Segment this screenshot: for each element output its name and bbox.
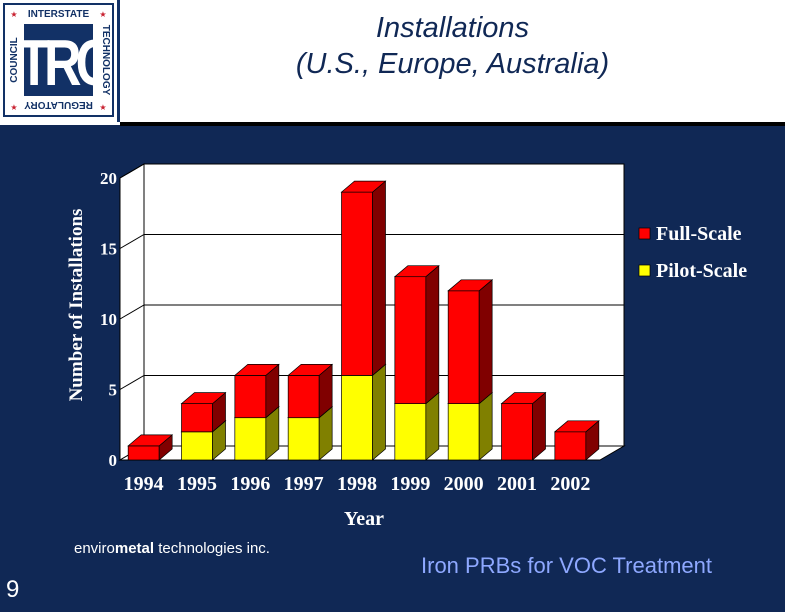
bar-top-full-scale-1998 (340, 180, 387, 193)
bar-side-pilot-scale-2000 (478, 391, 493, 461)
bar-top-full-scale-1996 (233, 364, 280, 376)
credit-bold: metal (114, 540, 155, 557)
logo-ring-right: TECHNOLOGY (100, 25, 111, 96)
x-tick-label: 2002 (550, 473, 590, 495)
bar-full-scale-1994 (127, 445, 160, 461)
y-tick-label: 15 (100, 240, 117, 259)
bar-top-full-scale-1994 (127, 434, 174, 447)
installations-chart: 0 5 10 15 20 1994 1995 1996 1997 1998 1999 2000 2001… (66, 163, 747, 530)
bar-pilot-scale-1998 (341, 375, 373, 461)
title-line-1: Installations (375, 12, 530, 44)
header: ITRC INTERSTATE REGULATORY TECHNOLOGY CO… (0, 0, 785, 125)
gridline (119, 163, 624, 179)
bar-top-full-scale-1999 (393, 265, 440, 278)
footer-caption: Iron PRBs for VOC Treatment (421, 553, 712, 578)
bar-full-scale-1998 (341, 191, 373, 376)
header-divider (120, 122, 785, 126)
bar-top-full-scale-2000 (447, 279, 494, 292)
legend-label-full-scale: Full-Scale (656, 223, 742, 245)
logo-star-icon: ★ (99, 10, 106, 19)
bar-side-full-scale-2000 (478, 279, 493, 405)
bar-full-scale-1996 (234, 375, 267, 419)
bar-top-full-scale-1997 (287, 364, 334, 376)
logo-ring-top: INTERSTATE (28, 9, 90, 20)
y-tick-label: 0 (109, 451, 118, 470)
logo-acronym: ITRC (10, 28, 112, 100)
bar-full-scale-1999 (394, 276, 427, 404)
gridline (119, 234, 624, 249)
bar-full-scale-2001 (501, 403, 533, 461)
bar-pilot-scale-1996 (234, 417, 267, 461)
y-tick-label: 20 (100, 169, 117, 188)
x-tick-label: 2000 (444, 473, 484, 495)
x-tick-label: 1997 (284, 473, 324, 495)
title-line-2: (U.S., Europe, Australia) (295, 48, 610, 80)
itrc-logo-graphic: ITRC INTERSTATE REGULATORY TECHNOLOGY CO… (3, 3, 118, 117)
bar-top-full-scale-1995 (180, 392, 227, 404)
logo-star-icon: ★ (10, 103, 17, 112)
logo-ring-left: COUNCIL (9, 37, 20, 83)
x-tick-label: 1998 (337, 473, 377, 495)
bar-side-full-scale-1998 (372, 180, 386, 377)
bar-full-scale-2002 (554, 431, 587, 461)
x-axis-title: Year (344, 508, 384, 530)
page-number: 9 (6, 576, 20, 603)
logo-star-icon: ★ (99, 103, 106, 112)
logo-star-icon: ★ (10, 10, 17, 19)
legend-swatch-full-scale (638, 227, 651, 240)
bar-side-full-scale-2001 (532, 391, 546, 461)
credit-prefix: enviro (74, 540, 115, 557)
bar-top-full-scale-2001 (500, 392, 547, 404)
bar-top-full-scale-2002 (553, 420, 600, 433)
legend-swatch-pilot-scale (638, 264, 651, 277)
bar-full-scale-2000 (447, 290, 480, 404)
bar-side-pilot-scale-1999 (425, 391, 440, 461)
bar-side-full-scale-1999 (425, 264, 440, 405)
bar-pilot-scale-1997 (287, 417, 320, 461)
x-tick-label: 1999 (390, 473, 430, 495)
logo-ring-bottom: REGULATORY (24, 99, 93, 110)
x-tick-label: 1995 (177, 473, 217, 495)
legend-label-pilot-scale: Pilot-Scale (656, 260, 747, 282)
credit-line: envirometal technologies inc. (74, 540, 270, 557)
x-tick-label: 1994 (124, 473, 164, 495)
bar-side-pilot-scale-1998 (372, 363, 386, 461)
bar-pilot-scale-1999 (394, 403, 427, 461)
y-axis-title: Number of Installations (66, 209, 87, 402)
bar-pilot-scale-2000 (447, 403, 480, 461)
page-title: Installations (U.S., Europe, Australia) (120, 10, 785, 82)
bar-full-scale-1997 (287, 375, 320, 419)
bar-pilot-scale-1995 (181, 431, 213, 461)
y-tick-label: 5 (109, 381, 118, 400)
itrc-logo: ITRC INTERSTATE REGULATORY TECHNOLOGY CO… (0, 0, 120, 122)
x-tick-label: 1996 (230, 473, 270, 495)
x-tick-label: 2001 (497, 473, 537, 495)
bar-full-scale-1995 (181, 403, 213, 433)
credit-suffix: technologies inc. (154, 540, 270, 557)
y-tick-label: 10 (100, 310, 117, 329)
